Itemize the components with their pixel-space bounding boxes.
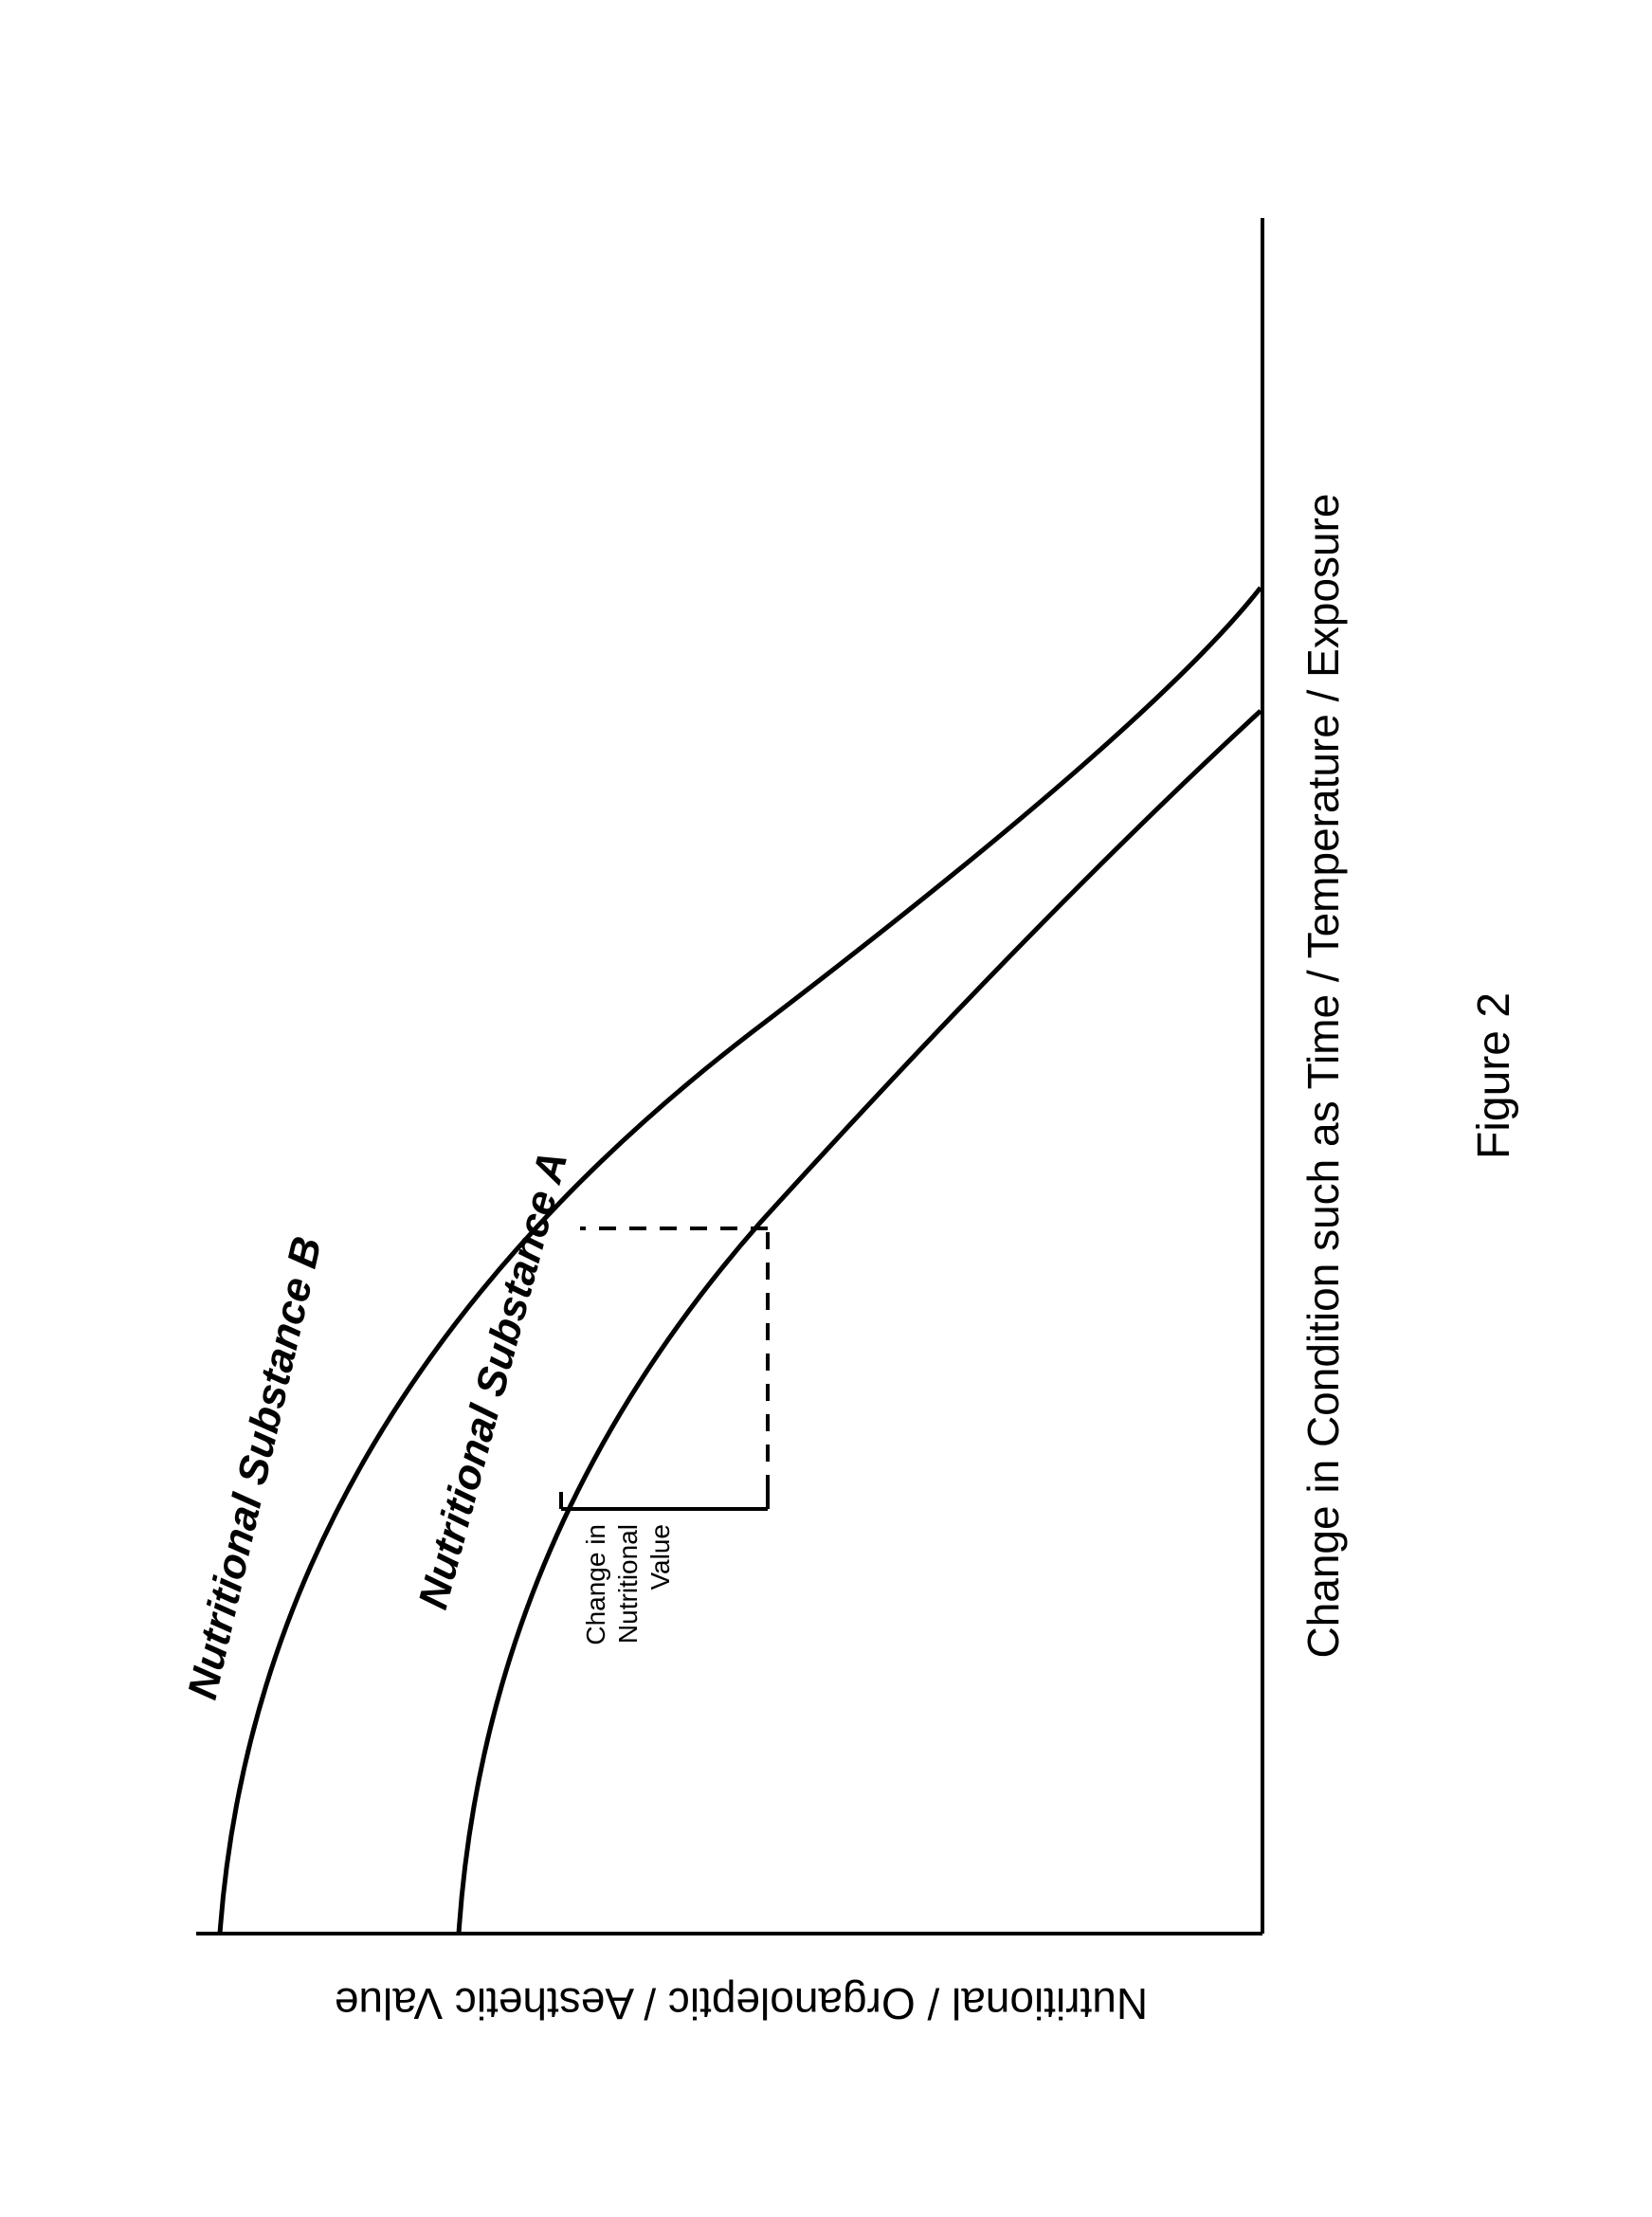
- x-axis-label: Change in Condition such as Time / Tempe…: [1298, 493, 1348, 1658]
- curve-b-label: Nutritional Substance B: [178, 1232, 330, 1703]
- change-label-line3: Value: [645, 1524, 675, 1590]
- chart-container: Change in Nutritional Value Nutritional …: [68, 66, 1585, 2152]
- change-label-line2: Nutritional: [613, 1524, 643, 1644]
- figure-caption: Figure 2: [1469, 991, 1519, 1158]
- dashed-guides: [580, 1228, 768, 1492]
- chart-svg: Change in Nutritional Value Nutritional …: [68, 66, 1585, 2152]
- curve-a: [459, 711, 1261, 1934]
- curve-b: [220, 588, 1261, 1934]
- y-axis-label: Nutritional / Organoleptic / Aesthetic V…: [334, 1979, 1147, 2028]
- change-bracket: [561, 1492, 768, 1509]
- change-label-line1: Change in: [581, 1524, 610, 1645]
